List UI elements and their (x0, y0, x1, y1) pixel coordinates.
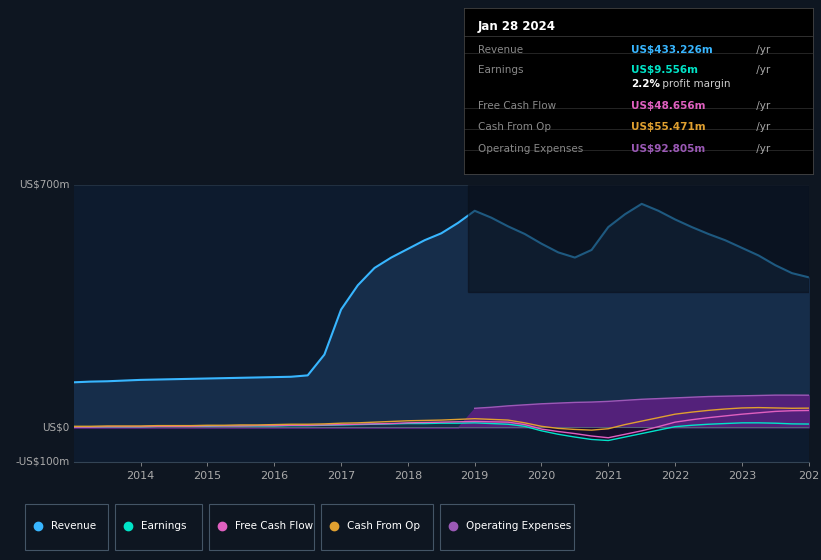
Text: /yr: /yr (754, 101, 771, 111)
Text: /yr: /yr (754, 123, 771, 132)
Text: US$700m: US$700m (19, 180, 70, 190)
Text: Cash From Op: Cash From Op (346, 521, 420, 531)
Text: profit margin: profit margin (659, 80, 731, 90)
Text: US$433.226m: US$433.226m (631, 45, 713, 55)
Text: Cash From Op: Cash From Op (478, 123, 551, 132)
Text: Revenue: Revenue (51, 521, 96, 531)
Text: /yr: /yr (754, 64, 771, 74)
Text: -US$100m: -US$100m (16, 457, 70, 467)
Text: US$55.471m: US$55.471m (631, 123, 706, 132)
Text: Free Cash Flow: Free Cash Flow (478, 101, 556, 111)
Bar (468, 185, 809, 292)
Text: /yr: /yr (754, 45, 771, 55)
Text: 2.2%: 2.2% (631, 80, 660, 90)
Text: US$0: US$0 (43, 422, 70, 432)
Text: Operating Expenses: Operating Expenses (478, 144, 583, 154)
Text: Jan 28 2024: Jan 28 2024 (478, 20, 556, 33)
Text: Earnings: Earnings (141, 521, 186, 531)
Text: US$92.805m: US$92.805m (631, 144, 705, 154)
Text: US$9.556m: US$9.556m (631, 64, 699, 74)
Text: Earnings: Earnings (478, 64, 523, 74)
Text: US$48.656m: US$48.656m (631, 101, 706, 111)
Text: /yr: /yr (754, 144, 771, 154)
Text: Operating Expenses: Operating Expenses (466, 521, 571, 531)
Text: Revenue: Revenue (478, 45, 523, 55)
Text: Free Cash Flow: Free Cash Flow (235, 521, 313, 531)
